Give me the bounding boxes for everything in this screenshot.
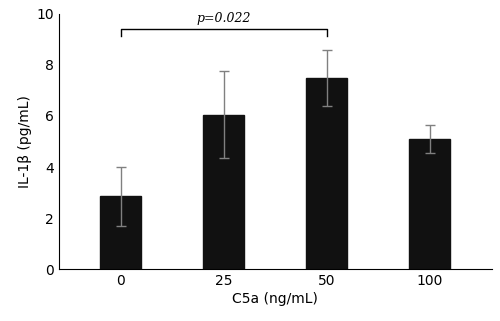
Bar — [100, 196, 141, 269]
Bar — [410, 139, 451, 269]
Bar — [306, 78, 348, 269]
X-axis label: C5a (ng/mL): C5a (ng/mL) — [232, 292, 318, 306]
Text: p=0.022: p=0.022 — [196, 12, 251, 25]
Y-axis label: IL-1β (pg/mL): IL-1β (pg/mL) — [18, 95, 32, 188]
Bar — [203, 115, 244, 269]
